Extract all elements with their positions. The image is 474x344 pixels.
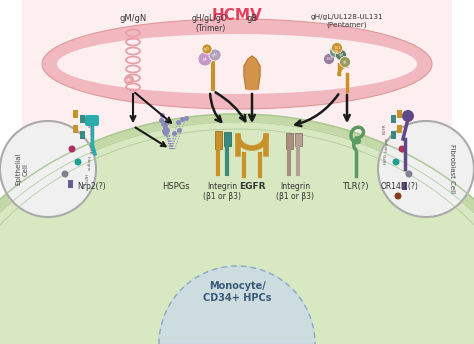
Text: gH/gL/gO
(Trimer): gH/gL/gO (Trimer) [192,14,228,33]
Polygon shape [244,56,260,89]
Text: gL: gL [202,57,208,61]
Bar [295,133,302,146]
Text: 128: 128 [331,50,339,54]
FancyArrowPatch shape [295,94,338,126]
FancyArrowPatch shape [210,94,221,122]
Text: gH/gL/UL128-UL131
(Pentamer): gH/gL/UL128-UL131 (Pentamer) [310,14,383,28]
Text: EGFR: EGFR [383,124,387,134]
Bar [68,180,73,188]
FancyArrowPatch shape [130,94,136,121]
Bar [402,182,407,190]
Circle shape [402,110,414,122]
Bar [73,110,78,118]
Circle shape [329,46,340,57]
Text: Integrin: Integrin [86,157,90,172]
Circle shape [74,159,82,165]
Text: TLR: TLR [86,120,90,128]
Text: gL: gL [343,60,347,64]
Bar [397,125,402,133]
Bar [215,131,222,149]
Text: EGFR: EGFR [239,182,265,191]
Circle shape [62,171,69,178]
Text: gB: gB [246,14,258,23]
Circle shape [378,121,474,217]
Text: Monocyte/
CD34+ HPCs: Monocyte/ CD34+ HPCs [203,281,271,303]
Circle shape [202,44,212,54]
Circle shape [198,52,212,66]
Bar [80,131,85,139]
Text: HCMV: HCMV [211,8,263,23]
Text: Fibroblast Cell: Fibroblast Cell [449,144,455,194]
Circle shape [124,75,134,85]
Circle shape [394,193,401,200]
Text: gH: gH [212,53,218,57]
Text: Integrin: Integrin [385,136,389,152]
Circle shape [399,146,405,152]
Text: 130: 130 [325,57,333,61]
Bar [391,131,396,139]
Text: Integrin
(β1 or β3): Integrin (β1 or β3) [276,182,314,201]
Text: gM/gN: gM/gN [119,14,146,23]
Text: HSPGs: HSPGs [162,182,190,191]
Text: PDGFR: PDGFR [88,127,92,141]
Text: OR14I1(?): OR14I1(?) [381,182,419,191]
Ellipse shape [57,34,417,94]
Text: Integrin
(β1 or β3): Integrin (β1 or β3) [203,182,241,201]
FancyBboxPatch shape [22,0,452,192]
Bar [73,125,78,133]
Circle shape [392,159,400,165]
FancyArrowPatch shape [344,95,350,120]
Text: HSPG: HSPG [83,174,87,184]
FancyArrowPatch shape [136,128,166,146]
FancyArrowPatch shape [135,93,171,123]
FancyBboxPatch shape [85,115,99,126]
FancyArrowPatch shape [249,94,255,120]
Text: Nrp2(?): Nrp2(?) [78,182,106,191]
Text: EGFR: EGFR [88,144,92,154]
Bar [397,110,402,118]
Text: gH: gH [338,53,344,57]
Circle shape [0,121,96,217]
Circle shape [336,50,346,61]
Text: HSPG: HSPG [384,153,388,164]
Bar [224,132,231,146]
Text: Epithelial
Cell: Epithelial Cell [16,153,28,185]
Circle shape [209,49,221,61]
Text: 131: 131 [333,46,341,50]
Circle shape [339,56,350,67]
FancyArrowPatch shape [215,92,245,121]
Polygon shape [248,84,256,89]
Text: gN: gN [126,78,132,82]
Circle shape [323,54,335,65]
Bar [286,133,293,149]
Circle shape [69,146,75,152]
Bar [391,115,396,123]
Circle shape [405,171,412,178]
Circle shape [331,43,343,54]
Text: gO: gO [204,47,210,51]
Bar [80,115,85,123]
Polygon shape [159,266,315,344]
Text: TLR(?): TLR(?) [342,182,368,191]
Ellipse shape [42,19,432,109]
